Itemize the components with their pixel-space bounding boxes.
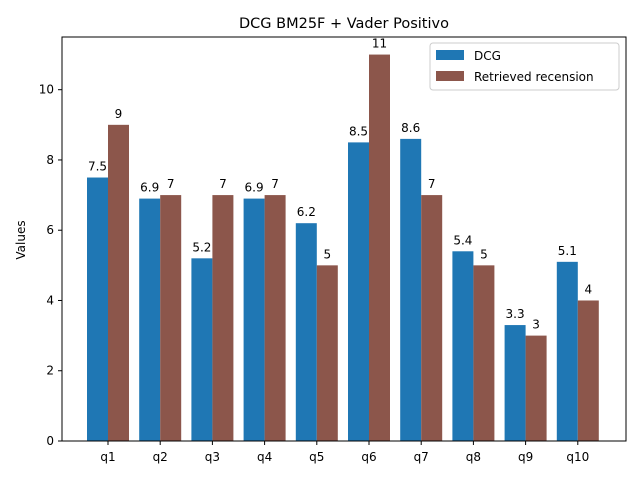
data-label: 5.1 [558, 244, 577, 258]
data-label: 6.9 [245, 181, 264, 195]
data-label: 3 [532, 318, 540, 332]
x-tick-label: q9 [518, 450, 533, 464]
legend: DCG Retrieved recension [429, 42, 620, 91]
bar-dcg-q5 [295, 223, 317, 441]
x-tick-label: q1 [100, 450, 115, 464]
bar-retrieved-recension-q10 [577, 300, 599, 441]
legend-box [429, 42, 620, 91]
data-label: 11 [372, 37, 387, 51]
y-tick-label: 10 [39, 83, 54, 97]
x-tick-label: q6 [361, 450, 376, 464]
y-tick-label: 2 [46, 364, 54, 378]
chart-title: DCG BM25F + Vader Positivo [239, 16, 449, 32]
bar-retrieved-recension-q1 [108, 124, 129, 442]
data-label: 7 [271, 177, 279, 191]
bar-retrieved-recension-q4 [264, 195, 286, 441]
data-label: 6.2 [297, 205, 316, 219]
bar-retrieved-recension-q6 [369, 54, 390, 441]
data-label: 7 [167, 177, 175, 191]
plot-frame [61, 36, 627, 442]
bar-dcg-q3 [191, 258, 213, 441]
data-label: 7 [428, 177, 436, 191]
data-label: 8.5 [349, 124, 368, 138]
bar-retrieved-recension-q5 [316, 265, 338, 441]
data-label: 6.9 [140, 181, 159, 195]
data-label: 9 [115, 107, 123, 121]
bar-retrieved-recension-q2 [160, 195, 182, 441]
x-tick-label: q10 [566, 450, 589, 464]
data-label: 8.6 [401, 121, 420, 135]
bar-dcg-q9 [504, 325, 526, 441]
y-tick-label: 8 [46, 153, 54, 167]
legend-label: Retrieved recension [474, 70, 594, 84]
bar-dcg-q2 [139, 198, 161, 441]
legend-swatch [436, 71, 464, 81]
data-label: 5 [480, 247, 488, 261]
bar-retrieved-recension-q9 [525, 335, 547, 441]
data-label: 5.2 [192, 240, 211, 254]
bar-dcg-q4 [243, 198, 265, 441]
bar-retrieved-recension-q8 [473, 265, 495, 441]
x-tick-label: q8 [466, 450, 481, 464]
legend-label: DCG [474, 49, 501, 63]
y-axis-label: Values [14, 220, 28, 259]
plot-area: 7.5 6.9 5.2 6.9 6.2 8.5 8.6 5.4 3.3 5.1 9 7 7 7 5 11 7 5 3… [39, 36, 627, 464]
data-label: 3.3 [506, 307, 525, 321]
y-tick-label: 6 [46, 223, 54, 237]
bar-retrieved-recension-q7 [421, 195, 443, 441]
x-tick-label: q2 [153, 450, 168, 464]
bar-dcg-q7 [400, 138, 422, 441]
x-tick-label: q4 [257, 450, 272, 464]
data-label: 5.4 [453, 233, 472, 247]
legend-swatch [436, 50, 464, 60]
data-label: 7.5 [88, 160, 107, 174]
x-tick-label: q3 [205, 450, 220, 464]
bar-dcg-q8 [452, 251, 474, 441]
y-tick-label: 0 [46, 434, 54, 448]
bar-dcg-q10 [556, 261, 578, 441]
bar-dcg-q6 [348, 142, 369, 442]
data-label: 4 [584, 282, 592, 296]
y-tick-label: 4 [46, 293, 54, 307]
data-label: 7 [219, 177, 227, 191]
data-label: 5 [323, 247, 331, 261]
x-tick-label: q5 [309, 450, 324, 464]
bar-retrieved-recension-q3 [212, 195, 234, 441]
bar-dcg-q1 [87, 177, 108, 442]
x-tick-label: q7 [414, 450, 429, 464]
